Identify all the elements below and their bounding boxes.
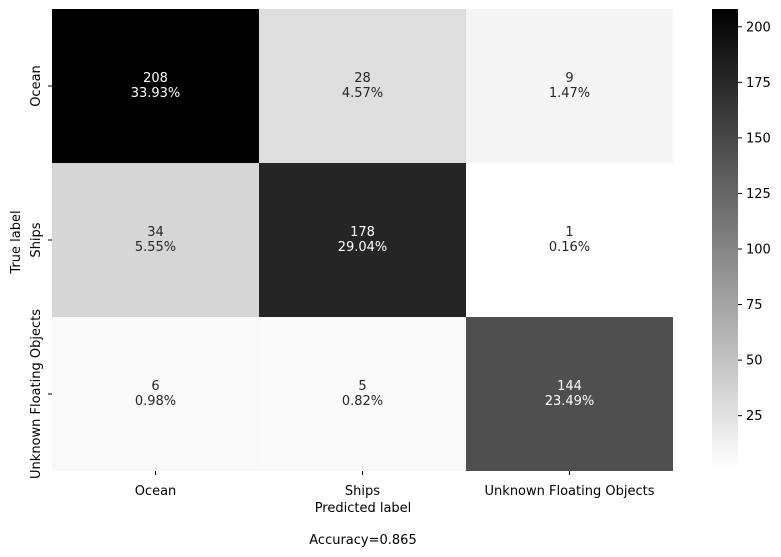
cell-count-label: 28	[354, 71, 371, 86]
heatmap-cell	[52, 9, 259, 163]
colorbar-tick-label: 150	[746, 131, 771, 146]
cell-percent-label: 29.04%	[338, 240, 388, 255]
x-tick-label: Ships	[345, 484, 380, 499]
cell-percent-label: 5.55%	[135, 240, 176, 255]
heatmap-cells: 20833.93%284.57%91.47%345.55%17829.04%10…	[52, 9, 673, 471]
colorbar-tick-label: 175	[746, 76, 771, 91]
cell-count-label: 208	[143, 71, 168, 86]
cell-count-label: 9	[565, 71, 573, 86]
heatmap-cell	[259, 163, 466, 317]
y-tick-label: Ocean	[29, 65, 44, 107]
colorbar-tick-label: 125	[746, 187, 771, 202]
y-tick-label: Unknown Floating Objects	[29, 309, 44, 479]
colorbar-tick-label: 100	[746, 243, 771, 258]
colorbar-ticks: 25 50 75 100 125 150 175 200	[738, 20, 771, 424]
heatmap-cell	[466, 317, 673, 471]
colorbar-tick-label: 25	[746, 409, 763, 424]
heatmap-cell	[466, 163, 673, 317]
colorbar-gradient	[712, 9, 738, 469]
cell-percent-label: 23.49%	[545, 394, 595, 409]
cell-count-label: 178	[350, 225, 375, 240]
accuracy-caption: Accuracy=0.865	[309, 533, 416, 548]
x-tick-label: Ocean	[135, 484, 177, 499]
cell-count-label: 5	[358, 379, 366, 394]
colorbar-tick-label: 200	[746, 20, 771, 35]
heatmap-cell	[259, 9, 466, 163]
cell-count-label: 144	[557, 379, 582, 394]
cell-percent-label: 1.47%	[549, 86, 590, 101]
heatmap-cell	[52, 317, 259, 471]
cell-percent-label: 0.82%	[342, 394, 383, 409]
x-axis-ticks: Ocean Ships Unknown Floating Objects	[135, 471, 655, 499]
y-axis-ticks: Ocean Ships Unknown Floating Objects	[29, 65, 52, 479]
cell-count-label: 1	[565, 225, 573, 240]
colorbar: 25 50 75 100 125 150 175 200	[712, 9, 771, 469]
colorbar-tick-label: 75	[746, 298, 763, 313]
cell-percent-label: 4.57%	[342, 86, 383, 101]
colorbar-tick-label: 50	[746, 354, 763, 369]
cell-percent-label: 0.16%	[549, 240, 590, 255]
cell-count-label: 34	[147, 225, 164, 240]
cell-count-label: 6	[151, 379, 159, 394]
y-tick-label: Ships	[29, 222, 44, 257]
y-axis-label: True label	[9, 210, 24, 274]
cell-percent-label: 0.98%	[135, 394, 176, 409]
heatmap-cell	[259, 317, 466, 471]
cell-percent-label: 33.93%	[131, 86, 181, 101]
x-axis-label: Predicted label	[315, 501, 412, 516]
x-tick-label: Unknown Floating Objects	[485, 484, 655, 499]
heatmap-cell	[466, 9, 673, 163]
heatmap-cell	[52, 163, 259, 317]
